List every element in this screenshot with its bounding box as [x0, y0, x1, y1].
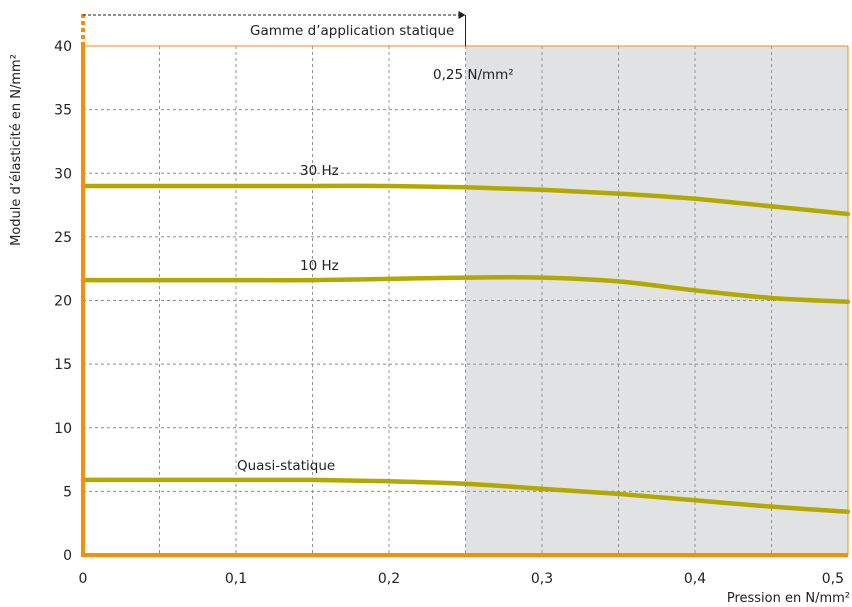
x-tick-label: 0,4 [684, 571, 706, 587]
axes [81, 14, 849, 557]
y-tick-label: 10 [54, 421, 72, 437]
y-tick-label: 0 [63, 548, 72, 564]
x-tick-label: 0,2 [378, 571, 400, 587]
y-tick-label: 20 [54, 294, 72, 310]
y-tick-label: 5 [63, 484, 72, 500]
series-label-quasi-statique: Quasi-statique [237, 458, 335, 474]
x-tick-label: 0,3 [531, 571, 553, 587]
static-range-arrowhead [458, 11, 466, 19]
static-range-label: Gamme d’application statique [250, 23, 454, 39]
x-axis-title: Pression en N/mm² [727, 591, 850, 606]
threshold-label: 0,25 N/mm² [433, 67, 514, 83]
y-tick-label: 40 [54, 39, 72, 55]
x-tick-label: 0,1 [225, 571, 247, 587]
x-tick-label: 0 [79, 571, 88, 587]
y-tick-label: 25 [54, 230, 72, 246]
y-axis-title: Module d’élasticité en N/mm² [9, 54, 24, 246]
series-label-10hz: 10 Hz [300, 258, 339, 274]
y-tick-label: 35 [54, 103, 72, 119]
series-line [80, 275, 851, 305]
x-tick-label: 0,5 [822, 571, 844, 587]
curves [80, 183, 851, 514]
grid [83, 46, 848, 555]
y-tick-label: 30 [54, 166, 72, 182]
series-label-30hz: 30 Hz [300, 163, 339, 179]
tick-labels: 0 5 10 15 20 25 30 35 40 0 0,1 0,2 0,3 0,4 0,5 [54, 39, 844, 587]
series-line [80, 183, 851, 217]
series-line [80, 477, 851, 514]
y-tick-label: 15 [54, 357, 72, 373]
